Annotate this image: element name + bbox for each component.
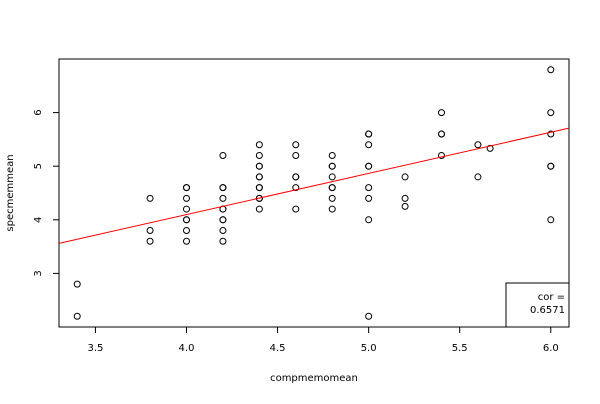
point bbox=[365, 184, 373, 192]
point bbox=[547, 130, 555, 138]
y-tick-label: 6 bbox=[33, 109, 44, 115]
point bbox=[401, 194, 409, 202]
x-tick-label: 3.5 bbox=[87, 343, 103, 354]
point bbox=[255, 173, 263, 181]
point bbox=[438, 151, 445, 159]
point bbox=[547, 162, 555, 170]
point bbox=[486, 144, 494, 152]
point bbox=[328, 184, 336, 192]
point bbox=[146, 227, 154, 235]
x-tick-label: 5.0 bbox=[361, 343, 377, 354]
point bbox=[183, 237, 190, 245]
point bbox=[328, 162, 336, 170]
point bbox=[547, 66, 555, 74]
point bbox=[219, 151, 227, 159]
annotation-box bbox=[505, 282, 570, 328]
point bbox=[183, 205, 190, 213]
point bbox=[401, 202, 409, 210]
x-axis-label: compmemomean bbox=[270, 373, 358, 384]
point bbox=[292, 141, 300, 149]
point bbox=[73, 312, 81, 320]
point bbox=[73, 280, 81, 288]
point bbox=[219, 184, 227, 192]
point bbox=[365, 130, 373, 138]
annotation-text: cor = bbox=[538, 292, 565, 303]
point bbox=[183, 216, 190, 224]
point bbox=[183, 194, 190, 202]
point bbox=[401, 173, 409, 181]
x-tick-label: 4.5 bbox=[270, 343, 286, 354]
point bbox=[365, 141, 373, 149]
x-tick-label: 6.0 bbox=[543, 343, 559, 354]
point bbox=[292, 173, 300, 181]
point bbox=[219, 216, 227, 224]
x-tick-label: 5.5 bbox=[452, 343, 468, 354]
point bbox=[255, 184, 263, 192]
point bbox=[292, 184, 300, 192]
x-tick-label: 4.0 bbox=[179, 343, 195, 354]
point bbox=[219, 194, 227, 202]
point bbox=[292, 205, 300, 213]
point bbox=[183, 227, 190, 235]
point bbox=[255, 205, 263, 213]
point bbox=[547, 216, 555, 224]
point bbox=[146, 237, 154, 245]
point bbox=[365, 216, 373, 224]
point bbox=[255, 141, 263, 149]
y-tick-label: 5 bbox=[33, 163, 44, 169]
point bbox=[365, 162, 373, 170]
point bbox=[438, 109, 445, 117]
point bbox=[292, 151, 300, 159]
trend-line bbox=[58, 127, 570, 244]
point bbox=[219, 227, 227, 235]
annotation-text: 0.6571 bbox=[530, 305, 565, 316]
point bbox=[183, 184, 190, 192]
y-tick-label: 3 bbox=[33, 270, 44, 276]
point bbox=[438, 130, 445, 138]
plot-frame bbox=[58, 58, 570, 328]
point bbox=[328, 151, 336, 159]
point bbox=[365, 312, 373, 320]
point bbox=[328, 205, 336, 213]
point bbox=[255, 151, 263, 159]
y-tick-label: 4 bbox=[33, 217, 44, 223]
point bbox=[328, 173, 336, 181]
point bbox=[474, 141, 482, 149]
point bbox=[474, 173, 482, 181]
point bbox=[255, 162, 263, 170]
point bbox=[365, 194, 373, 202]
point bbox=[547, 109, 555, 117]
y-axis-label: specmemmean bbox=[5, 154, 16, 231]
point bbox=[328, 194, 336, 202]
point bbox=[146, 194, 154, 202]
point bbox=[219, 237, 227, 245]
